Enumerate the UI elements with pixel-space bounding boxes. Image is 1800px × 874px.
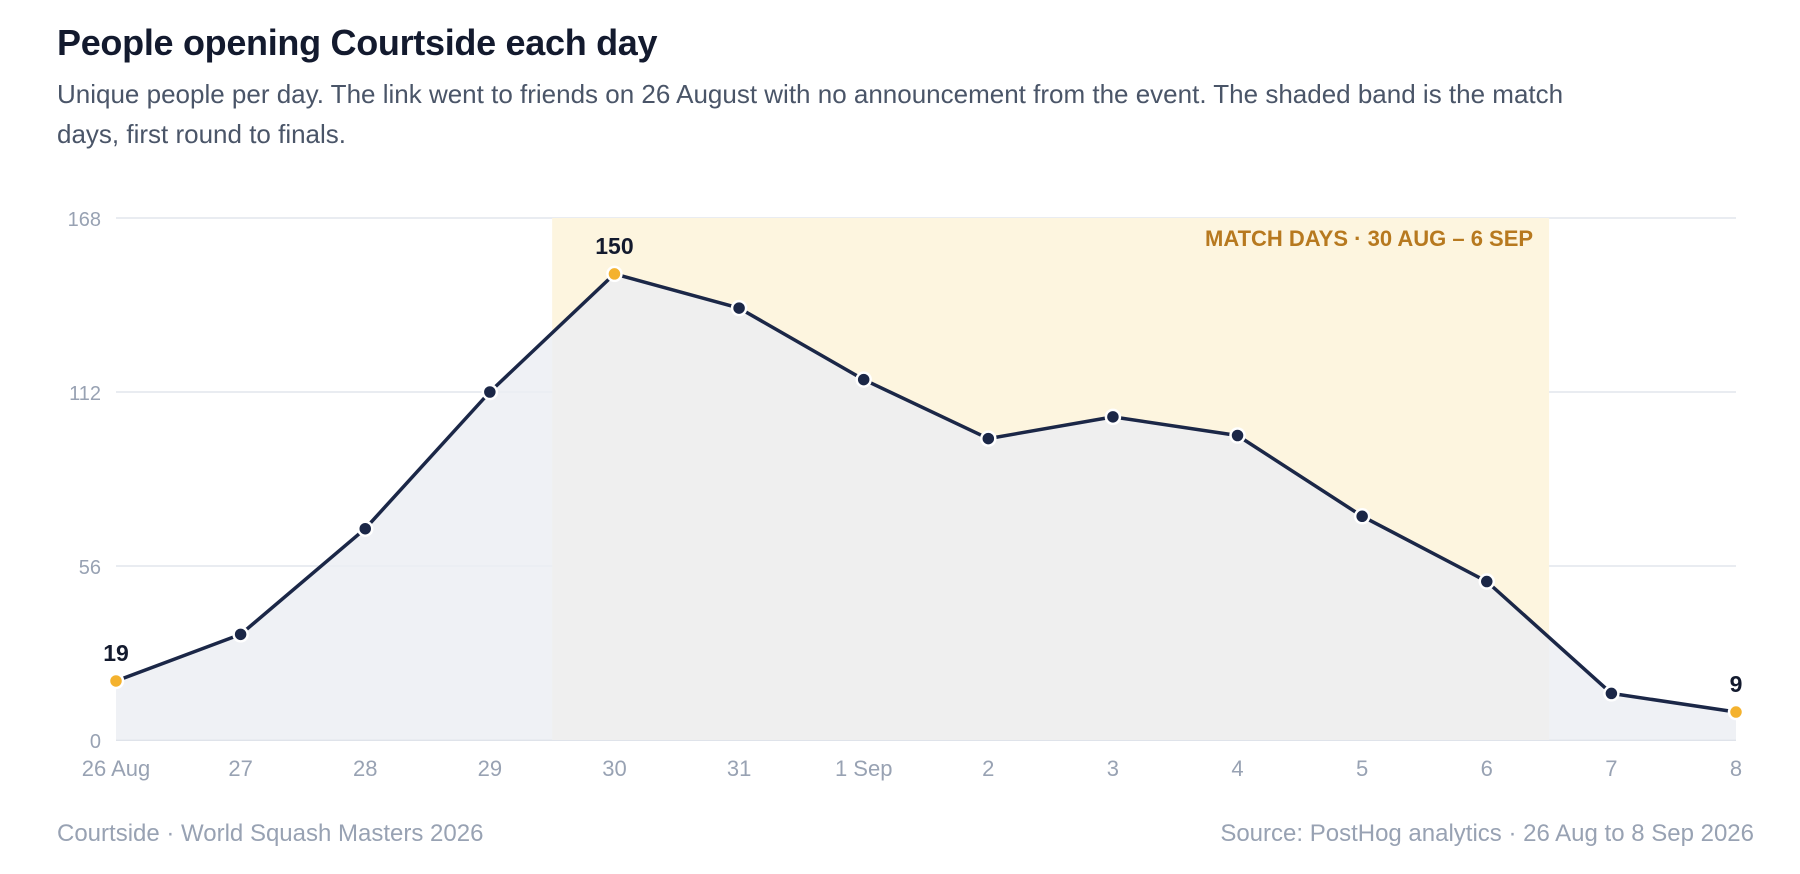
- data-point: [1603, 685, 1620, 702]
- x-tick-label: 1 Sep: [835, 756, 893, 781]
- footer-app-name: Courtside · World Squash Masters 2026: [57, 820, 484, 847]
- data-point: [1727, 703, 1745, 721]
- data-labels-layer: 19 150 9: [103, 233, 1742, 697]
- data-point: [481, 383, 499, 401]
- data-label: 150: [595, 233, 633, 259]
- x-tick-label: 4: [1231, 756, 1243, 781]
- data-point: [855, 371, 872, 388]
- data-point: [606, 265, 623, 283]
- x-tick-label: 26 Aug: [82, 756, 151, 781]
- x-tick-label: 29: [478, 756, 502, 781]
- data-point: [107, 672, 125, 690]
- x-tick-label: 6: [1481, 756, 1493, 781]
- chart-title: People opening Courtside each day: [57, 22, 658, 63]
- data-label: 9: [1730, 671, 1743, 697]
- x-tick-label: 31: [727, 756, 751, 781]
- data-point: [980, 430, 997, 447]
- data-point: [1229, 427, 1246, 444]
- data-point: [1353, 508, 1371, 525]
- footer-source: Source: PostHog analytics · 26 Aug to 8 …: [1220, 820, 1754, 847]
- x-tick-label: 30: [602, 756, 626, 781]
- points-layer: [107, 265, 1745, 721]
- data-point: [730, 299, 748, 317]
- y-tick-label: 112: [69, 383, 101, 405]
- y-tick-label: 168: [68, 209, 101, 231]
- x-tick-label: 28: [353, 756, 377, 781]
- data-point: [1478, 573, 1496, 590]
- x-tick-label: 27: [228, 756, 252, 781]
- chart-subtitle: Unique people per day. The link went to …: [57, 79, 1564, 149]
- area-fill: [116, 273, 1736, 740]
- x-tick-label: 2: [982, 756, 994, 781]
- data-label: 19: [103, 640, 129, 666]
- match-days-label: MATCH DAYS · 30 AUG – 6 SEP: [1205, 226, 1533, 251]
- x-tick-label: 3: [1107, 756, 1119, 781]
- data-point: [232, 626, 249, 643]
- y-tick-label: 56: [79, 557, 101, 579]
- data-point: [356, 520, 374, 537]
- series-line: [115, 272, 1737, 714]
- x-tick-label: 8: [1730, 756, 1742, 781]
- x-tick-label: 5: [1356, 756, 1368, 781]
- y-tick-label: 0: [90, 731, 101, 753]
- data-point: [1104, 408, 1122, 426]
- x-tick-label: 7: [1605, 756, 1617, 781]
